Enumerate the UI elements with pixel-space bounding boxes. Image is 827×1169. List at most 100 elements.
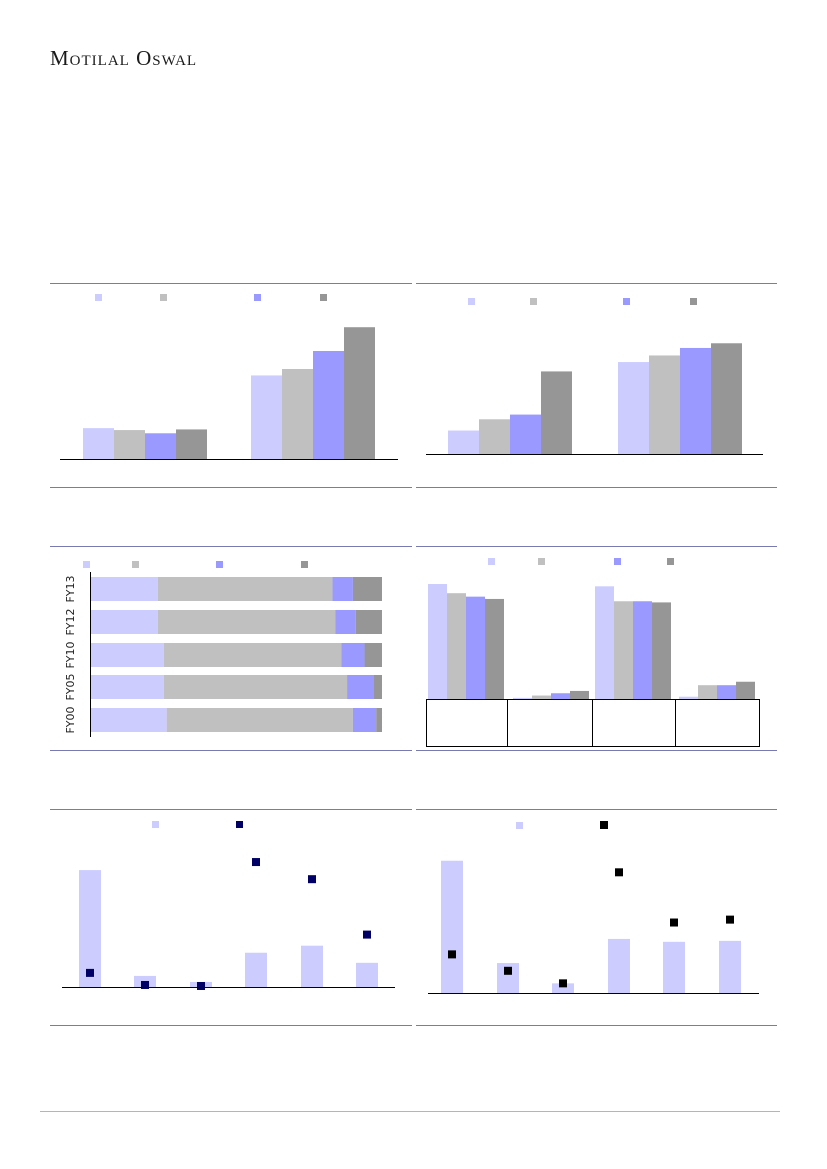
c1-bar-s4-g1 bbox=[176, 429, 207, 459]
c3-tick-label-FY10: FY10 bbox=[64, 641, 77, 668]
c2-bar-s3-g2 bbox=[680, 347, 711, 454]
chart-2-panel bbox=[416, 284, 777, 486]
c6-bar-6 bbox=[719, 940, 741, 993]
c1-bar-s2-g1 bbox=[114, 430, 145, 459]
chart-4-bottom-rule bbox=[416, 750, 777, 751]
footer-rule bbox=[40, 1111, 780, 1112]
c3-tick-label-FY12: FY12 bbox=[64, 608, 77, 635]
c3-tick-label-FY05: FY05 bbox=[64, 673, 77, 700]
c2-bar-s3-g1 bbox=[510, 414, 541, 454]
c5-marker-3 bbox=[197, 981, 205, 990]
c3-bar-s1-FY00 bbox=[91, 708, 167, 732]
c4-bar-s4-g3 bbox=[652, 602, 671, 699]
c3-bar-s3-FY12 bbox=[335, 610, 356, 634]
c1-bar-s4-g2 bbox=[344, 327, 375, 459]
c6-bar-1 bbox=[441, 860, 463, 993]
c6-marker-1 bbox=[448, 950, 456, 959]
c4-legend-swatch-4 bbox=[667, 558, 674, 565]
c4-bar-s4-g1 bbox=[485, 598, 504, 699]
c3-bar-s1-FY12 bbox=[91, 610, 158, 634]
c3-bar-s3-FY05 bbox=[347, 675, 374, 699]
chart-3-bottom-rule bbox=[50, 750, 412, 751]
c3-bar-s3-FY00 bbox=[352, 708, 377, 732]
c4-legend-swatch-3 bbox=[614, 558, 621, 565]
c4-legend-swatch-2 bbox=[538, 558, 545, 565]
c4-bar-s3-g3 bbox=[633, 601, 652, 699]
c3-bar-s3-FY10 bbox=[341, 643, 365, 667]
c1-bar-s3-g1 bbox=[145, 433, 176, 459]
c5-marker-6 bbox=[363, 930, 371, 939]
c2-bar-s1-g1 bbox=[448, 430, 479, 454]
c3-legend-swatch-4 bbox=[301, 561, 308, 568]
c6-bar-2 bbox=[497, 963, 519, 993]
chart-5-svg bbox=[62, 821, 395, 990]
c3-bar-s1-FY10 bbox=[91, 643, 164, 667]
chart-6-svg bbox=[428, 821, 759, 994]
c5-marker-1 bbox=[86, 968, 94, 977]
chart-1-panel bbox=[50, 284, 412, 486]
c6-legend-swatch-bars bbox=[516, 822, 523, 829]
c6-bar-5 bbox=[663, 941, 685, 993]
chart-1-top-rule bbox=[50, 283, 412, 284]
chart-3-panel: FY00 FY05 FY10 FY12 FY13 bbox=[50, 547, 412, 749]
c3-bar-s2-FY13 bbox=[157, 577, 333, 601]
chart-6-top-rule bbox=[416, 809, 777, 810]
c3-bar-s4-FY13 bbox=[352, 577, 382, 601]
c5-marker-5 bbox=[308, 875, 316, 884]
chart-4-top-rule bbox=[416, 546, 777, 547]
c2-bar-s4-g2 bbox=[711, 343, 742, 454]
c6-legend-swatch-markers bbox=[600, 821, 608, 829]
c1-bar-s1-g1 bbox=[83, 428, 114, 459]
c4-bar-s2-g4 bbox=[698, 685, 717, 699]
c3-bar-s4-FY12 bbox=[355, 610, 382, 634]
c1-legend-swatch-2 bbox=[160, 294, 167, 301]
chart-4-svg bbox=[426, 558, 760, 747]
c5-bar-4 bbox=[245, 952, 267, 987]
c3-bar-s1-FY13 bbox=[91, 577, 158, 601]
chart-3-top-rule bbox=[50, 546, 412, 547]
c1-legend-swatch-3 bbox=[254, 294, 261, 301]
chart-5-top-rule bbox=[50, 809, 412, 810]
c5-bar-1 bbox=[79, 870, 101, 987]
c1-legend-swatch-1 bbox=[95, 294, 102, 301]
c3-bar-s4-FY10 bbox=[364, 643, 382, 667]
c4-bar-s4-g2 bbox=[570, 690, 589, 699]
c4-bar-s4-g4 bbox=[736, 681, 755, 699]
chart-5-bottom-rule bbox=[50, 1025, 412, 1026]
c5-bar-5 bbox=[301, 945, 323, 987]
c2-bar-s1-g2 bbox=[618, 362, 649, 454]
c3-bar-s2-FY12 bbox=[157, 610, 336, 634]
c6-marker-2 bbox=[504, 966, 512, 975]
chart-2-bottom-rule bbox=[416, 487, 777, 488]
c4-bar-s2-g3 bbox=[614, 601, 633, 699]
c5-legend-swatch-markers bbox=[236, 821, 243, 828]
c2-bar-s2-g1 bbox=[479, 419, 510, 454]
c3-bar-s1-FY05 bbox=[91, 675, 164, 699]
c6-bar-4 bbox=[608, 938, 630, 993]
c3-tick-label-FY13: FY13 bbox=[64, 575, 77, 602]
c4-bar-s2-g2 bbox=[532, 695, 551, 699]
c5-legend-swatch-bars bbox=[152, 821, 159, 828]
c4-bar-s3-g4 bbox=[717, 685, 736, 699]
c1-bar-s3-g2 bbox=[313, 351, 344, 459]
c6-marker-5 bbox=[670, 918, 678, 927]
chart-1-bottom-rule bbox=[50, 487, 412, 488]
c4-bar-s1-g2 bbox=[513, 697, 532, 699]
c6-bar-3 bbox=[552, 983, 574, 993]
chart-5-panel bbox=[50, 810, 412, 1024]
c4-bar-s1-g4 bbox=[679, 696, 698, 699]
c4-bar-s3-g2 bbox=[551, 693, 570, 699]
c3-tick-label-FY00: FY00 bbox=[64, 706, 77, 733]
c5-bar-6 bbox=[356, 962, 378, 987]
chart-6-bottom-rule bbox=[416, 1025, 777, 1026]
c3-bar-s2-FY10 bbox=[163, 643, 342, 667]
c2-bar-s2-g2 bbox=[649, 355, 680, 454]
c1-bar-s2-g2 bbox=[282, 369, 313, 459]
chart-3-svg: FY00 FY05 FY10 FY12 FY13 bbox=[64, 561, 382, 737]
c4-bar-s1-g1 bbox=[428, 584, 447, 699]
c3-legend-swatch-3 bbox=[216, 561, 223, 568]
c4-legend-swatch-1 bbox=[488, 558, 495, 565]
chart-4-panel bbox=[416, 547, 777, 749]
c3-legend-swatch-1 bbox=[83, 561, 90, 568]
c4-bar-s1-g3 bbox=[595, 586, 614, 699]
